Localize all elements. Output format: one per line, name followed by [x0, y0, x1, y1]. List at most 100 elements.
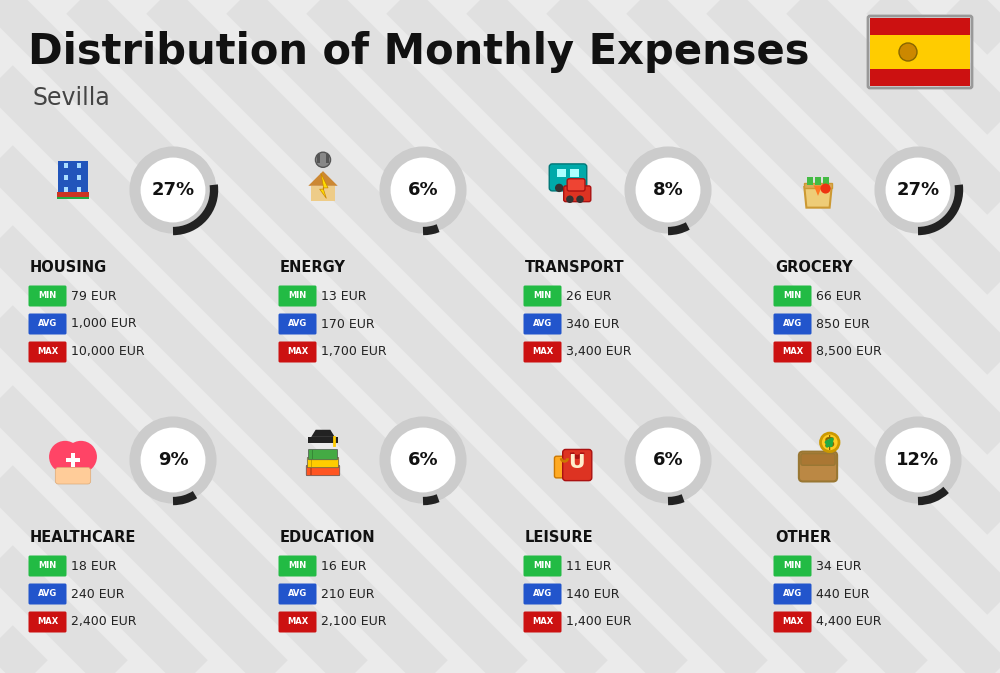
Text: MIN: MIN: [38, 561, 57, 571]
Text: HEALTHCARE: HEALTHCARE: [30, 530, 136, 546]
Text: 850 EUR: 850 EUR: [816, 318, 870, 330]
Circle shape: [576, 195, 584, 203]
Text: OTHER: OTHER: [775, 530, 831, 546]
Text: 6%: 6%: [408, 451, 438, 469]
Circle shape: [566, 195, 574, 203]
Circle shape: [880, 152, 956, 228]
Text: 10,000 EUR: 10,000 EUR: [71, 345, 145, 359]
Bar: [77, 164, 81, 168]
FancyBboxPatch shape: [563, 450, 592, 481]
Text: 9%: 9%: [158, 451, 188, 469]
Text: 79 EUR: 79 EUR: [71, 289, 117, 302]
Text: MIN: MIN: [533, 561, 552, 571]
Text: EDUCATION: EDUCATION: [280, 530, 376, 546]
Text: 11 EUR: 11 EUR: [566, 559, 612, 573]
Bar: [317, 154, 320, 163]
FancyBboxPatch shape: [524, 285, 562, 306]
Text: MAX: MAX: [532, 618, 553, 627]
FancyBboxPatch shape: [774, 285, 812, 306]
Bar: [823, 177, 829, 185]
FancyBboxPatch shape: [278, 285, 316, 306]
FancyBboxPatch shape: [28, 555, 66, 577]
Text: 1,400 EUR: 1,400 EUR: [566, 616, 632, 629]
Bar: [64, 186, 68, 192]
Text: 27%: 27%: [151, 181, 195, 199]
FancyBboxPatch shape: [524, 314, 562, 334]
Circle shape: [385, 152, 461, 228]
FancyBboxPatch shape: [278, 555, 316, 577]
Polygon shape: [814, 186, 822, 196]
FancyBboxPatch shape: [774, 555, 812, 577]
Text: 26 EUR: 26 EUR: [566, 289, 612, 302]
Text: ENERGY: ENERGY: [280, 260, 346, 275]
FancyBboxPatch shape: [278, 612, 316, 633]
Text: U: U: [568, 453, 584, 472]
FancyBboxPatch shape: [28, 285, 66, 306]
Bar: [557, 169, 566, 178]
FancyBboxPatch shape: [28, 341, 66, 363]
Text: 6%: 6%: [408, 181, 438, 199]
Bar: [64, 175, 68, 180]
Text: MIN: MIN: [783, 561, 802, 571]
Bar: [77, 175, 81, 180]
Bar: [815, 177, 821, 185]
Text: 34 EUR: 34 EUR: [816, 559, 862, 573]
Circle shape: [135, 422, 211, 498]
Bar: [807, 177, 813, 185]
Text: 13 EUR: 13 EUR: [321, 289, 366, 302]
Text: GROCERY: GROCERY: [775, 260, 853, 275]
Circle shape: [135, 152, 211, 228]
Text: 18 EUR: 18 EUR: [71, 559, 117, 573]
Bar: [312, 450, 313, 459]
FancyBboxPatch shape: [799, 452, 837, 481]
Text: 66 EUR: 66 EUR: [816, 289, 862, 302]
Circle shape: [880, 422, 956, 498]
Bar: [870, 18, 970, 35]
Text: Sevilla: Sevilla: [32, 86, 110, 110]
Text: $: $: [824, 435, 835, 450]
Text: MAX: MAX: [37, 347, 58, 357]
Circle shape: [821, 184, 831, 194]
Text: AVG: AVG: [288, 590, 307, 598]
Bar: [64, 164, 68, 168]
Text: AVG: AVG: [38, 590, 57, 598]
Bar: [57, 197, 89, 199]
Bar: [804, 182, 832, 188]
Text: MAX: MAX: [782, 618, 803, 627]
Circle shape: [630, 422, 706, 498]
Text: 1,000 EUR: 1,000 EUR: [71, 318, 137, 330]
Text: 27%: 27%: [896, 181, 940, 199]
Text: 2,400 EUR: 2,400 EUR: [71, 616, 136, 629]
Text: MAX: MAX: [782, 347, 803, 357]
FancyBboxPatch shape: [554, 456, 574, 478]
Text: LEISURE: LEISURE: [525, 530, 594, 546]
FancyBboxPatch shape: [549, 164, 587, 191]
Text: AVG: AVG: [533, 320, 552, 328]
Bar: [311, 458, 312, 466]
FancyBboxPatch shape: [524, 555, 562, 577]
Text: AVG: AVG: [783, 320, 802, 328]
Bar: [57, 192, 89, 197]
FancyBboxPatch shape: [524, 583, 562, 604]
Text: 3,400 EUR: 3,400 EUR: [566, 345, 632, 359]
FancyBboxPatch shape: [278, 583, 316, 604]
Text: 8%: 8%: [653, 181, 683, 199]
Polygon shape: [804, 187, 832, 208]
Text: MIN: MIN: [783, 291, 802, 301]
Circle shape: [49, 441, 81, 472]
FancyBboxPatch shape: [28, 612, 66, 633]
FancyBboxPatch shape: [308, 450, 338, 460]
Bar: [870, 35, 970, 69]
Bar: [66, 458, 80, 462]
Text: MIN: MIN: [288, 291, 307, 301]
Text: 340 EUR: 340 EUR: [566, 318, 620, 330]
Text: TRANSPORT: TRANSPORT: [525, 260, 625, 275]
Bar: [77, 186, 81, 192]
FancyBboxPatch shape: [307, 458, 339, 468]
Text: 8,500 EUR: 8,500 EUR: [816, 345, 882, 359]
Circle shape: [385, 422, 461, 498]
Bar: [310, 466, 312, 474]
Text: 4,400 EUR: 4,400 EUR: [816, 616, 882, 629]
Text: 440 EUR: 440 EUR: [816, 588, 870, 600]
FancyBboxPatch shape: [801, 454, 835, 465]
